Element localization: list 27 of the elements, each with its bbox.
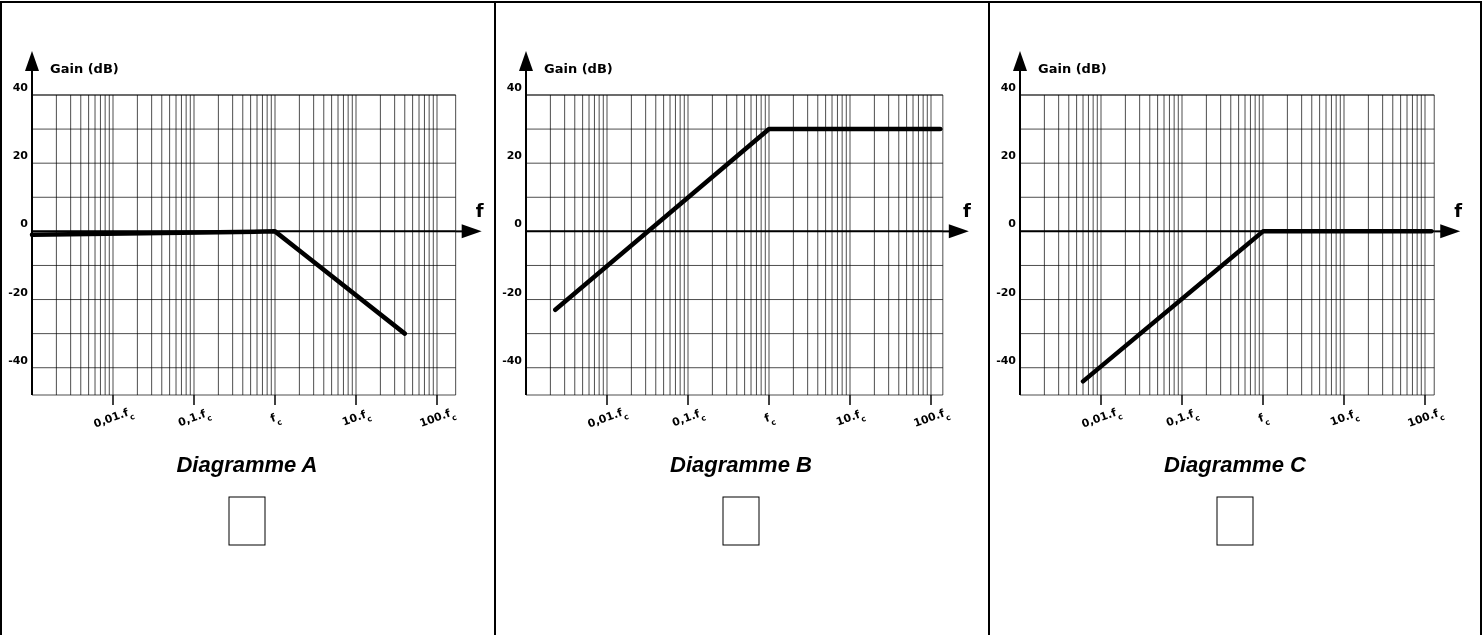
y-tick-label: -40 [8,353,29,367]
x-tick-label: f$_{c}$ [268,411,284,427]
y-tick-label: -40 [502,353,523,367]
y-tick-label: 40 [1000,81,1017,94]
y-tick-label: -40 [996,353,1017,367]
y-tick-label: 20 [506,149,523,163]
text: Diagramme B [670,452,813,477]
text: Diagramme C [1164,452,1308,477]
text: Diagramme A [176,452,318,477]
x-axis-title: f [475,200,484,222]
y-tick-label: -20 [996,285,1017,299]
y-tick-label: -20 [502,285,523,299]
y-tick-label: 40 [12,81,29,94]
y-axis-title: Gain (dB) [50,61,119,76]
y-tick-label: 20 [12,149,29,163]
y-tick-label: 0 [20,217,29,231]
y-tick-label: -20 [8,285,29,299]
y-axis-title: Gain (dB) [1038,61,1107,76]
y-axis-title: Gain (dB) [544,61,613,76]
y-tick-label: 20 [1000,149,1017,163]
y-tick-label: 40 [506,81,523,94]
x-axis-title: f [962,200,971,222]
x-tick-label: f$_{c}$ [762,411,778,427]
x-axis-title: f [1454,200,1463,222]
y-tick-label: 0 [514,217,523,231]
y-tick-label: 0 [1008,217,1017,231]
x-tick-label: f$_{c}$ [1256,411,1272,427]
